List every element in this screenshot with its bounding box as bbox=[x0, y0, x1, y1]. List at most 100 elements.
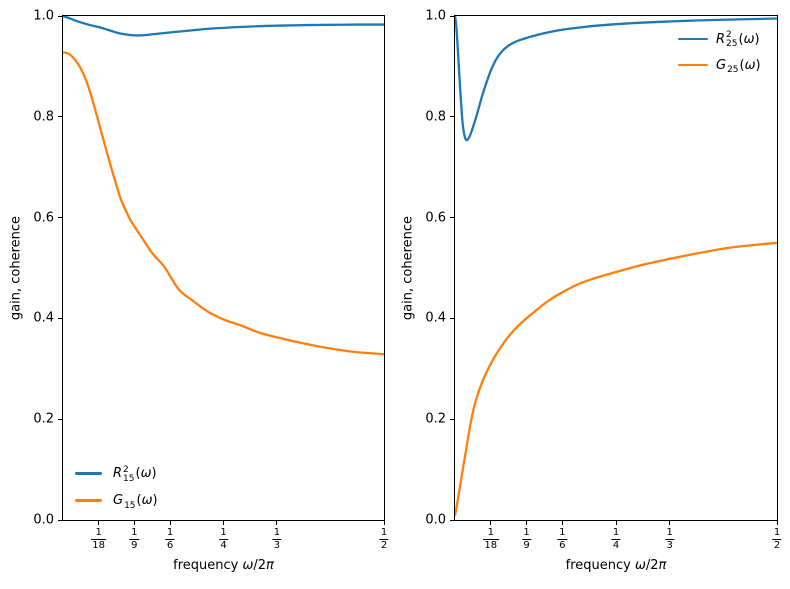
fraction-denominator: 9 bbox=[521, 538, 532, 551]
y-tick-mark bbox=[450, 519, 454, 521]
legend-entry-gain-25: G 25(ω) bbox=[678, 52, 761, 78]
series-line-gain-15 bbox=[63, 51, 384, 356]
y-tick-label: 0.6 bbox=[33, 210, 54, 226]
right-x-axis-label: frequency ω/2π bbox=[566, 558, 667, 573]
legend-label: R 2 25(ω) bbox=[716, 30, 760, 49]
y-tick-mark bbox=[58, 116, 62, 118]
fraction-denominator: 2 bbox=[379, 538, 389, 551]
legend-label: R 2 15(ω) bbox=[113, 464, 157, 484]
x-axis-label-part: ω bbox=[634, 558, 646, 573]
x-axis-label-part: frequency bbox=[173, 558, 243, 573]
x-axis-label-part: /2 bbox=[253, 558, 267, 573]
series-line-squared-coherence-15 bbox=[63, 16, 384, 37]
y-tick-label: 0.2 bbox=[33, 411, 54, 427]
fraction-numerator: 1 bbox=[773, 527, 781, 538]
left-x-axis-label: frequency ω/2π bbox=[173, 558, 274, 573]
x-tick-mark bbox=[383, 521, 385, 525]
x-axis-label-part: frequency bbox=[565, 558, 635, 573]
fraction-denominator: 18 bbox=[482, 538, 499, 551]
x-tick-mark bbox=[223, 521, 224, 525]
left-y-axis-label: gain, coherence bbox=[8, 215, 24, 321]
fraction-denominator: 4 bbox=[611, 538, 621, 551]
x-axis-label-part: π bbox=[658, 558, 667, 573]
x-axis-label-part: ω bbox=[242, 558, 254, 573]
x-tick-mark bbox=[669, 521, 671, 525]
fraction-numerator: 1 bbox=[95, 527, 102, 538]
y-tick-mark bbox=[450, 317, 454, 319]
x-tick-mark bbox=[98, 521, 100, 525]
x-tick-mark bbox=[133, 521, 135, 525]
legend-label: G 15(ω) bbox=[113, 493, 158, 511]
right-legend: R 2 25(ω) G 25(ω) bbox=[678, 26, 761, 78]
x-tick-mark bbox=[615, 521, 617, 525]
fraction-denominator: 9 bbox=[129, 538, 140, 551]
fraction-numerator: 1 bbox=[131, 527, 138, 538]
y-tick-mark bbox=[58, 15, 62, 17]
legend-line-sample bbox=[678, 37, 708, 41]
left-subplot: gain, coherence frequency ω/2π R 2 15(ω) G 1… bbox=[9, 10, 389, 573]
y-tick-label: 0.2 bbox=[425, 411, 446, 427]
x-tick-mark bbox=[526, 521, 528, 525]
y-tick-label: 0.0 bbox=[33, 512, 54, 528]
fraction-numerator: 1 bbox=[612, 527, 620, 538]
y-tick-label: 0.8 bbox=[425, 109, 446, 125]
fraction-numerator: 1 bbox=[220, 527, 227, 538]
y-tick-label: 0.8 bbox=[33, 109, 54, 125]
y-tick-mark bbox=[58, 418, 62, 420]
fraction-numerator: 1 bbox=[166, 527, 174, 538]
right-y-axis-label: gain, coherence bbox=[400, 215, 416, 321]
x-axis-label-part: π bbox=[266, 558, 274, 573]
legend-line-sample bbox=[75, 472, 102, 475]
legend-entry-gain-15: G 15(ω) bbox=[75, 487, 158, 514]
y-tick-mark bbox=[58, 217, 62, 219]
y-tick-label: 1.0 bbox=[33, 8, 54, 24]
x-tick-mark bbox=[490, 521, 492, 525]
y-tick-mark bbox=[450, 116, 454, 118]
y-tick-label: 0.6 bbox=[425, 210, 446, 226]
x-tick-mark bbox=[169, 521, 171, 525]
right-plot-canvas bbox=[455, 16, 777, 517]
y-tick-label: 1.0 bbox=[425, 8, 446, 24]
y-tick-mark bbox=[58, 317, 62, 319]
fraction-denominator: 6 bbox=[557, 538, 568, 551]
y-tick-mark bbox=[450, 217, 454, 219]
y-tick-mark bbox=[58, 519, 62, 521]
x-tick-mark bbox=[776, 521, 778, 525]
left-legend: R 2 15(ω) G 15(ω) bbox=[75, 460, 158, 514]
y-tick-mark bbox=[450, 15, 454, 17]
x-axis-label-part: /2 bbox=[645, 558, 659, 573]
right-subplot: gain, coherence frequency ω/2π R 2 25(ω) G 2… bbox=[401, 10, 782, 573]
fraction-denominator: 3 bbox=[664, 538, 675, 551]
fraction-numerator: 1 bbox=[487, 527, 494, 538]
legend-line-sample bbox=[678, 63, 708, 67]
fraction-numerator: 1 bbox=[380, 527, 388, 538]
series-line-squared-coherence-25 bbox=[455, 16, 777, 142]
y-tick-label: 0.0 bbox=[425, 512, 446, 528]
legend-entry-squared-coherence-25: R 2 25(ω) bbox=[678, 26, 761, 52]
fraction-numerator: 1 bbox=[666, 527, 673, 538]
fraction-numerator: 1 bbox=[273, 527, 281, 538]
y-tick-mark bbox=[450, 418, 454, 420]
legend-line-sample bbox=[75, 499, 102, 502]
x-tick-mark bbox=[561, 521, 563, 525]
series-line-gain-25 bbox=[455, 241, 777, 517]
legend-entry-squared-coherence-15: R 2 15(ω) bbox=[75, 460, 158, 487]
x-tick-mark bbox=[276, 521, 278, 525]
fraction-numerator: 1 bbox=[523, 527, 530, 538]
left-plot-canvas bbox=[63, 16, 384, 356]
y-tick-label: 0.4 bbox=[33, 310, 54, 326]
legend-label: G 25(ω) bbox=[716, 57, 761, 75]
x-tick-label: 1 18 bbox=[90, 527, 107, 551]
fraction-denominator: 18 bbox=[90, 538, 107, 551]
